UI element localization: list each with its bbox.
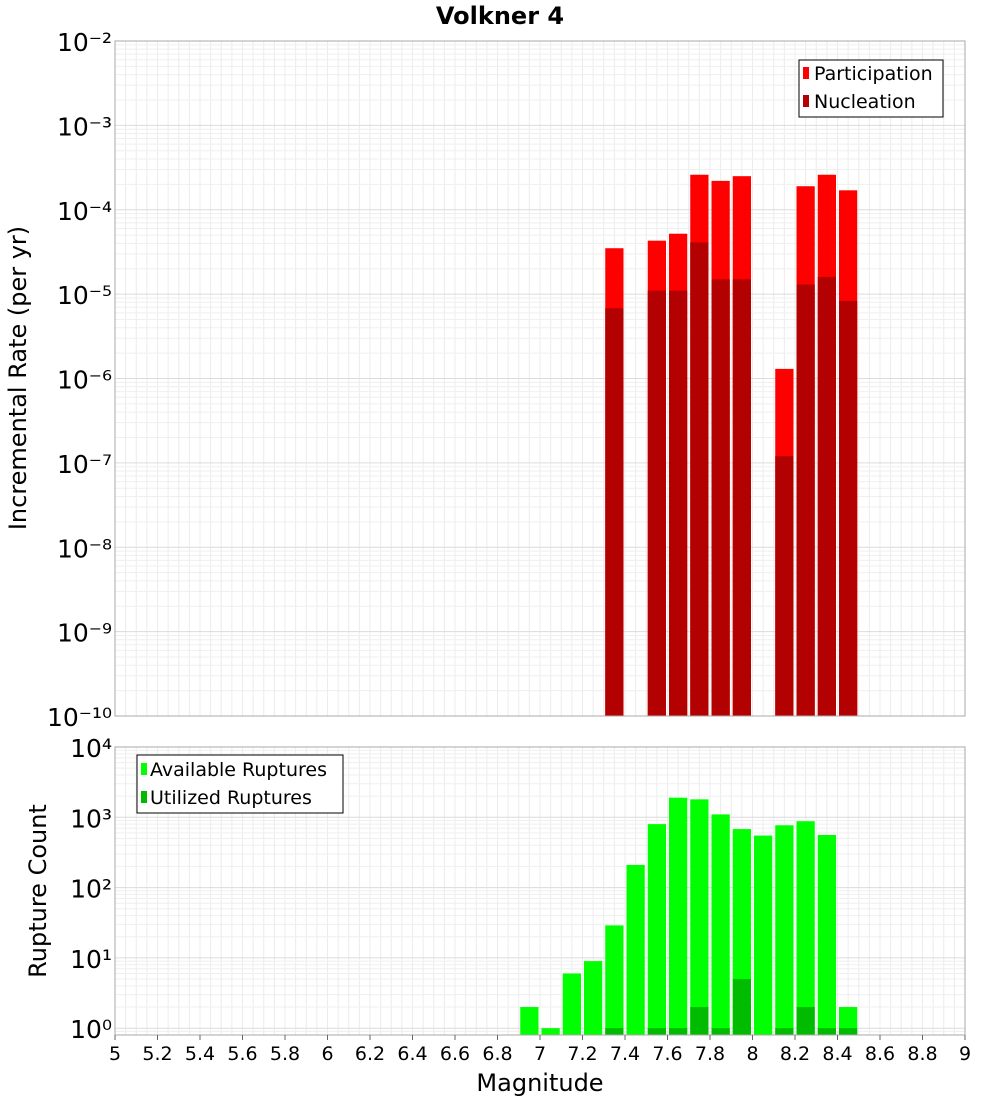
count-legend-box: [136, 754, 344, 814]
count-bar-secondary: [669, 1028, 688, 1035]
count-bar-primary: [584, 961, 603, 1035]
count-bar-secondary: [796, 1007, 815, 1035]
count-y-axis-title: Rupture Count: [24, 804, 52, 978]
x-tick-label: 6.8: [482, 1043, 512, 1065]
x-tick-label: 6.2: [355, 1043, 385, 1065]
x-tick-label: 5.2: [142, 1043, 172, 1065]
count-bar-secondary: [775, 1028, 794, 1035]
x-tick-label: 5.8: [270, 1043, 300, 1065]
rate-bar-secondary: [817, 276, 836, 716]
rate-y-tick-label: 10⁻⁹: [57, 619, 112, 648]
count-bar-secondary: [647, 1028, 666, 1035]
rate-grid: [114, 40, 966, 717]
x-axis-title: Magnitude: [476, 1069, 603, 1097]
rate-y-tick-label: 10⁻⁶: [57, 366, 112, 395]
count-y-tick-label: 10⁴: [70, 734, 112, 763]
x-tick-label: 8.2: [780, 1043, 810, 1065]
rate-bar-secondary: [605, 308, 624, 716]
count-y-tick-label: 10³: [70, 804, 112, 833]
rate-panel: 10⁻¹⁰ 10⁻⁹ 10⁻⁸ 10⁻⁷ 10⁻⁶ 10⁻⁵ 10⁻⁴ 10⁻³ 10⁻² In…: [4, 28, 966, 732]
rate-y-tick-label: 10⁻²: [57, 28, 112, 57]
legend-label-available: Available Ruptures: [150, 759, 327, 781]
x-tick-label: 5.4: [185, 1043, 215, 1065]
x-tick-label: 6: [321, 1043, 333, 1065]
legend-swatch-available: [141, 763, 147, 775]
count-bar-primary: [775, 825, 794, 1035]
rate-bar-secondary: [732, 279, 751, 716]
count-y-ticks: 10⁰ 10¹ 10² 10³ 10⁴: [70, 734, 112, 1044]
count-bar-secondary: [732, 979, 751, 1035]
x-tick-label: 6.6: [440, 1043, 470, 1065]
x-axis-ticks: 5 5.2 5.4 5.6 5.8 6 6.2 6.4 6.6 6.8 7 7.2 7.4 7.6 7.8 8…: [109, 1035, 971, 1065]
legend-label-nucleation: Nucleation: [814, 91, 916, 113]
x-tick-label: 8.6: [865, 1043, 895, 1065]
chart-title: Volkner 4: [436, 2, 564, 30]
x-tick-label: 7.4: [610, 1043, 640, 1065]
x-tick-label: 8.4: [822, 1043, 852, 1065]
count-bars: [520, 797, 858, 1035]
rate-y-tick-label: 10⁻¹⁰: [47, 703, 112, 732]
count-bar-primary: [520, 1007, 539, 1035]
x-tick-label: 7.8: [695, 1043, 725, 1065]
count-y-tick-label: 10²: [70, 875, 112, 904]
rate-legend: Participation Nucleation: [798, 59, 944, 118]
rate-bar-secondary: [796, 284, 815, 716]
x-tick-label: 5: [109, 1043, 121, 1065]
legend-swatch-participation: [803, 67, 809, 79]
legend-swatch-utilized: [141, 791, 147, 803]
count-bar-primary: [711, 814, 730, 1035]
count-bar-secondary: [839, 1028, 858, 1035]
count-legend: Available Ruptures Utilized Ruptures: [136, 754, 344, 814]
count-y-tick-label: 10⁰: [70, 1015, 112, 1044]
rate-bar-secondary: [669, 290, 688, 716]
rate-y-tick-label: 10⁻⁴: [57, 197, 112, 226]
rate-bar-secondary: [839, 300, 858, 716]
x-tick-label: 8.8: [907, 1043, 937, 1065]
count-bar-primary: [669, 797, 688, 1035]
rate-bar-secondary: [775, 456, 794, 716]
count-bar-primary: [626, 864, 645, 1035]
rate-legend-box: [798, 59, 944, 118]
rate-y-tick-label: 10⁻⁷: [57, 450, 112, 479]
rate-plot-border: [114, 40, 966, 717]
rate-y-ticks: 10⁻¹⁰ 10⁻⁹ 10⁻⁸ 10⁻⁷ 10⁻⁶ 10⁻⁵ 10⁻⁴ 10⁻³ 10⁻²: [47, 28, 112, 732]
count-bar-primary: [817, 834, 836, 1035]
count-y-tick-label: 10¹: [70, 945, 112, 974]
rate-bars: [605, 174, 858, 717]
count-bar-primary: [541, 1028, 560, 1035]
count-bar-primary: [562, 973, 581, 1035]
rate-bar-secondary: [711, 279, 730, 716]
rate-y-tick-label: 10⁻³: [57, 112, 112, 141]
count-bar-primary: [796, 821, 815, 1035]
count-bar-secondary: [817, 1028, 836, 1035]
x-tick-label: 8: [746, 1043, 758, 1065]
count-bar-primary: [647, 824, 666, 1035]
count-bar-secondary: [605, 1028, 624, 1035]
x-tick-label: 6.4: [397, 1043, 427, 1065]
legend-swatch-nucleation: [803, 95, 809, 107]
count-bar-primary: [839, 1007, 858, 1035]
count-bar-primary: [754, 835, 773, 1035]
legend-label-participation: Participation: [814, 63, 933, 85]
count-bar-primary: [605, 925, 624, 1035]
count-bar-secondary: [690, 1007, 709, 1035]
x-tick-label: 9: [959, 1043, 971, 1065]
rate-bar-secondary: [690, 242, 709, 716]
rate-y-tick-label: 10⁻⁸: [57, 534, 112, 563]
x-tick-label: 7: [534, 1043, 546, 1065]
x-tick-label: 7.6: [652, 1043, 682, 1065]
x-tick-label: 7.2: [567, 1043, 597, 1065]
rate-y-tick-label: 10⁻⁵: [57, 281, 112, 310]
x-tick-label: 5.6: [227, 1043, 257, 1065]
count-bar-secondary: [711, 1028, 730, 1035]
count-panel: 10⁰ 10¹ 10² 10³ 10⁴ Rupture Count Available …: [24, 734, 966, 1044]
count-bar-primary: [690, 799, 709, 1035]
rate-y-axis-title: Incremental Rate (per yr): [4, 226, 32, 530]
rate-bar-secondary: [647, 290, 666, 716]
legend-label-utilized: Utilized Ruptures: [150, 787, 312, 809]
